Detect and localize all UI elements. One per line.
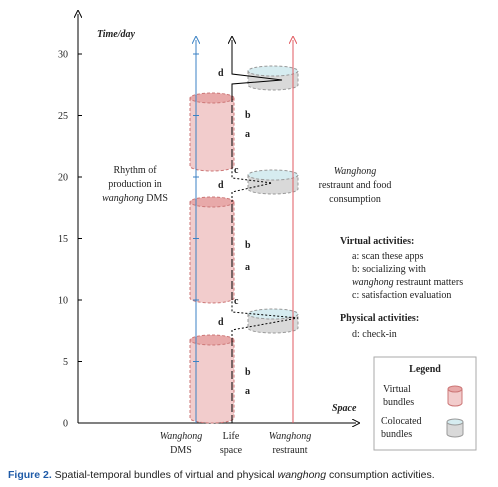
activities-title: Virtual activities: — [340, 236, 414, 247]
left-note: Rhythm of — [113, 165, 157, 176]
legend-swatch — [446, 418, 464, 426]
legend-swatch — [447, 385, 463, 393]
activity: wanghong restraunt matters — [352, 277, 463, 288]
x-label: Wanghong — [160, 431, 202, 442]
marker-label: a — [245, 386, 250, 397]
cylinder-top — [247, 65, 299, 77]
cylinder-top — [247, 169, 299, 181]
right-note: consumption — [329, 194, 381, 205]
x-label: Wanghong — [269, 431, 311, 442]
activities-title: Physical activities: — [340, 313, 419, 324]
virtual-bundles — [189, 92, 235, 424]
left-note: wanghong DMS — [102, 193, 168, 204]
text: DMS — [144, 193, 168, 204]
legend-label: Virtual — [383, 384, 411, 395]
y-tick-label: 10 — [58, 296, 68, 307]
marker-label: b — [245, 240, 251, 251]
activity: c: satisfaction evaluation — [352, 290, 451, 301]
legend-label: bundles — [383, 397, 414, 408]
legend-swatch — [447, 389, 463, 407]
cylinder — [247, 175, 299, 195]
cylinder — [189, 98, 235, 172]
legend-swatch — [446, 422, 464, 438]
y-tick-label: 15 — [58, 234, 68, 245]
marker-label: b — [245, 110, 251, 121]
y-tick-label: 0 — [63, 419, 68, 430]
activity: d: check-in — [352, 329, 397, 340]
left-note: production in — [108, 179, 162, 190]
cylinder — [189, 202, 235, 304]
caption-italic: wanghong — [278, 469, 327, 481]
legend-label: Colocated — [381, 416, 422, 427]
y-tick-label: 25 — [58, 111, 68, 122]
axis-title: Time/day — [97, 29, 136, 40]
x-label: restraunt — [273, 445, 308, 456]
y-tick-label: 20 — [58, 173, 68, 184]
colocated-bundles — [247, 65, 299, 334]
right-note: Wanghong — [334, 166, 376, 177]
life-path — [231, 40, 299, 423]
marker-label: c — [234, 165, 239, 176]
italic: wanghong — [102, 193, 144, 204]
caption-text: consumption activities. — [326, 469, 435, 481]
marker-label: d — [218, 180, 224, 191]
x-label: Life — [223, 431, 240, 442]
activity: a: scan these apps — [352, 251, 423, 262]
cylinder — [247, 314, 299, 334]
legend: Legend Virtual bundles Colocated bundles — [373, 356, 477, 451]
y-tick-label: 30 — [58, 50, 68, 61]
cylinder-top — [189, 92, 235, 104]
caption-text: Spatial-temporal bundles of virtual and … — [52, 469, 278, 481]
cylinder-top — [189, 334, 235, 346]
cylinder-top — [189, 196, 235, 208]
cylinder — [189, 340, 235, 424]
marker-label: a — [245, 129, 250, 140]
caption: Figure 2. Spatial-temporal bundles of vi… — [8, 469, 435, 481]
marker-label: b — [245, 367, 251, 378]
marker-label: a — [245, 262, 250, 273]
path-segment — [232, 40, 283, 98]
right-note: restraunt and food — [319, 180, 392, 191]
marker-label: d — [218, 317, 224, 328]
y-tick-label: 5 — [63, 357, 68, 368]
marker-label: c — [234, 296, 239, 307]
caption-label: Figure 2. — [8, 469, 52, 481]
legend-title: Legend — [409, 364, 441, 375]
path-segment — [231, 300, 299, 340]
space-label: Space — [332, 403, 357, 414]
activity: b: socializing with — [352, 264, 426, 275]
x-label: space — [220, 445, 243, 456]
legend-label: bundles — [381, 429, 412, 440]
x-label: DMS — [170, 445, 192, 456]
marker-label: d — [218, 68, 224, 79]
text: restraunt matters — [394, 277, 464, 288]
italic: wanghong — [352, 277, 394, 288]
